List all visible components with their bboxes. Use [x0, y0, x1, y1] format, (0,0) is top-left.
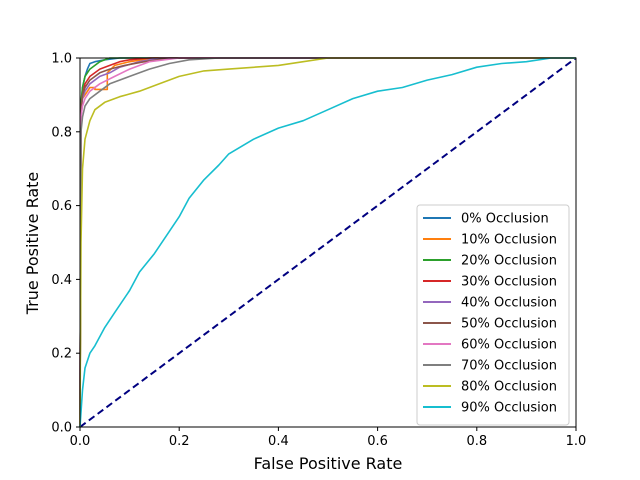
series-line-5 — [79, 57, 576, 428]
x-tick-label: 0.4 — [268, 434, 289, 449]
series-line-8 — [79, 57, 576, 428]
y-axis-label: True Positive Rate — [23, 172, 42, 316]
legend-label: 40% Occlusion — [461, 296, 557, 311]
legend-label: 10% Occlusion — [461, 233, 557, 248]
y-tick-label: 0.2 — [51, 347, 72, 362]
legend-label: 60% Occlusion — [461, 338, 557, 353]
plot-frame — [79, 57, 577, 428]
x-tick-label: 0.2 — [169, 434, 190, 449]
legend-label: 0% Occlusion — [461, 212, 549, 227]
legend-label: 20% Occlusion — [461, 254, 557, 269]
y-axis: 0.0 0.2 0.4 0.6 0.8 1.0 — [51, 52, 80, 436]
plot-area — [79, 57, 577, 428]
x-tick-label: 0.8 — [466, 434, 487, 449]
y-tick-label: 1.0 — [51, 52, 72, 67]
y-tick-label: 0.4 — [51, 273, 72, 288]
legend-label: 80% Occlusion — [461, 380, 557, 395]
legend: 0% Occlusion 10% Occlusion 20% Occlusion 30… — [416, 204, 570, 426]
legend-label: 90% Occlusion — [461, 401, 557, 416]
y-tick-label: 0.8 — [51, 125, 72, 140]
x-tick-label: 0.6 — [367, 434, 388, 449]
x-tick-label: 1.0 — [566, 434, 587, 449]
y-tick-label: 0.6 — [51, 199, 72, 214]
x-tick-label: 0.0 — [70, 434, 91, 449]
x-axis-label: False Positive Rate — [254, 454, 403, 473]
legend-label: 50% Occlusion — [461, 317, 557, 332]
legend-label: 30% Occlusion — [461, 275, 557, 290]
legend-label: 70% Occlusion — [461, 359, 557, 374]
y-tick-label: 0.0 — [51, 421, 72, 436]
legend-box — [416, 204, 570, 426]
x-axis: 0.0 0.2 0.4 0.6 0.8 1.0 — [70, 427, 587, 449]
series-line-6 — [79, 57, 576, 428]
reference-diagonal-line — [79, 57, 577, 428]
series-line-7 — [79, 57, 576, 428]
series-line-9 — [79, 57, 576, 428]
